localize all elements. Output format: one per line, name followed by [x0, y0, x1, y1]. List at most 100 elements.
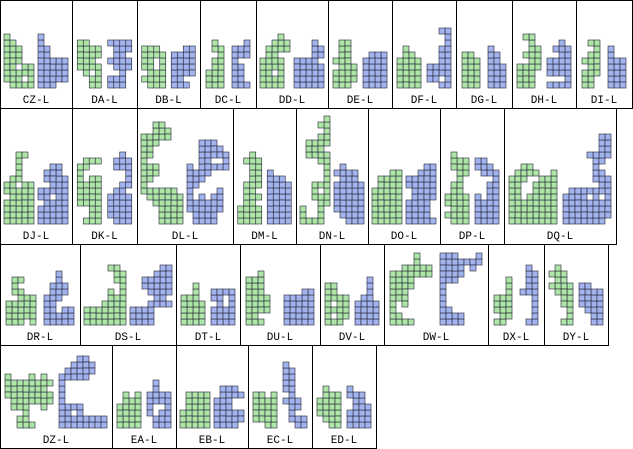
tile [426, 75, 434, 83]
tile [493, 69, 501, 77]
tile [352, 415, 360, 423]
tile [217, 75, 225, 83]
tile [153, 69, 161, 77]
tile [271, 75, 279, 83]
tile [456, 199, 464, 207]
tile [119, 217, 127, 225]
tile [520, 205, 528, 213]
tile [574, 205, 582, 213]
tile [492, 169, 500, 177]
tile [255, 181, 263, 189]
tile [526, 163, 534, 171]
tile [165, 282, 173, 290]
tile [153, 81, 161, 89]
tile [383, 181, 391, 189]
tile [419, 270, 427, 278]
tile [317, 69, 325, 77]
tile [204, 163, 212, 171]
tile [197, 409, 205, 417]
tile [186, 187, 194, 195]
tile [474, 205, 482, 213]
tile [237, 81, 245, 89]
tile [322, 403, 330, 411]
tile [204, 145, 212, 153]
tile [334, 409, 342, 417]
tile [140, 133, 148, 141]
tile [282, 361, 290, 369]
tile [293, 57, 301, 65]
tile [293, 63, 301, 71]
tile [243, 39, 251, 47]
shape-cell: DH-L [512, 0, 577, 109]
tile [10, 397, 18, 405]
tile [558, 51, 566, 59]
tile [546, 69, 554, 77]
tile [15, 205, 23, 213]
tile [407, 318, 415, 326]
tile [396, 75, 404, 83]
tile [29, 306, 37, 314]
tile [593, 57, 601, 65]
cell-label: DP-L [459, 231, 485, 243]
tile [3, 63, 11, 71]
tile [277, 69, 285, 77]
tile [562, 217, 570, 225]
tile [15, 211, 23, 219]
tile [562, 193, 570, 201]
tile [351, 217, 359, 225]
tile [323, 139, 331, 147]
tile [197, 397, 205, 405]
tile [473, 57, 481, 65]
tile [43, 63, 51, 71]
tile [345, 193, 353, 201]
shape-cell: DO-L [368, 108, 441, 245]
tile [76, 45, 84, 53]
tile [113, 294, 121, 302]
tile [252, 409, 260, 417]
tile [43, 169, 51, 177]
tile [153, 294, 161, 302]
tile [592, 199, 600, 207]
tile [295, 294, 303, 302]
tile [604, 199, 612, 207]
tile [451, 318, 459, 326]
tile [380, 69, 388, 77]
tile [574, 199, 582, 207]
tile [27, 217, 35, 225]
tile [425, 264, 433, 272]
tile [159, 69, 167, 77]
tile [338, 69, 346, 77]
tile [316, 403, 324, 411]
tile [358, 397, 366, 405]
tile [15, 187, 23, 195]
tile [305, 145, 313, 153]
tile [266, 169, 274, 177]
tile [101, 300, 109, 308]
tile [374, 51, 382, 59]
tile [469, 264, 477, 272]
tile [28, 391, 36, 399]
tile [125, 199, 133, 207]
tile [429, 169, 437, 177]
tile [342, 294, 350, 302]
tile [417, 193, 425, 201]
tile [15, 163, 23, 171]
tile [95, 312, 103, 320]
tile [49, 217, 57, 225]
tile [153, 75, 161, 83]
tile [258, 397, 266, 405]
tile [338, 75, 346, 83]
tile [552, 45, 560, 53]
tile [152, 121, 160, 129]
tile [307, 300, 315, 308]
tile [58, 409, 66, 417]
tile [366, 306, 374, 314]
tile [94, 181, 102, 189]
tile [516, 81, 524, 89]
tile [249, 163, 257, 171]
tile [29, 300, 37, 308]
tile [339, 181, 347, 189]
tile [354, 312, 362, 320]
tile [592, 163, 600, 171]
tile [9, 81, 17, 89]
